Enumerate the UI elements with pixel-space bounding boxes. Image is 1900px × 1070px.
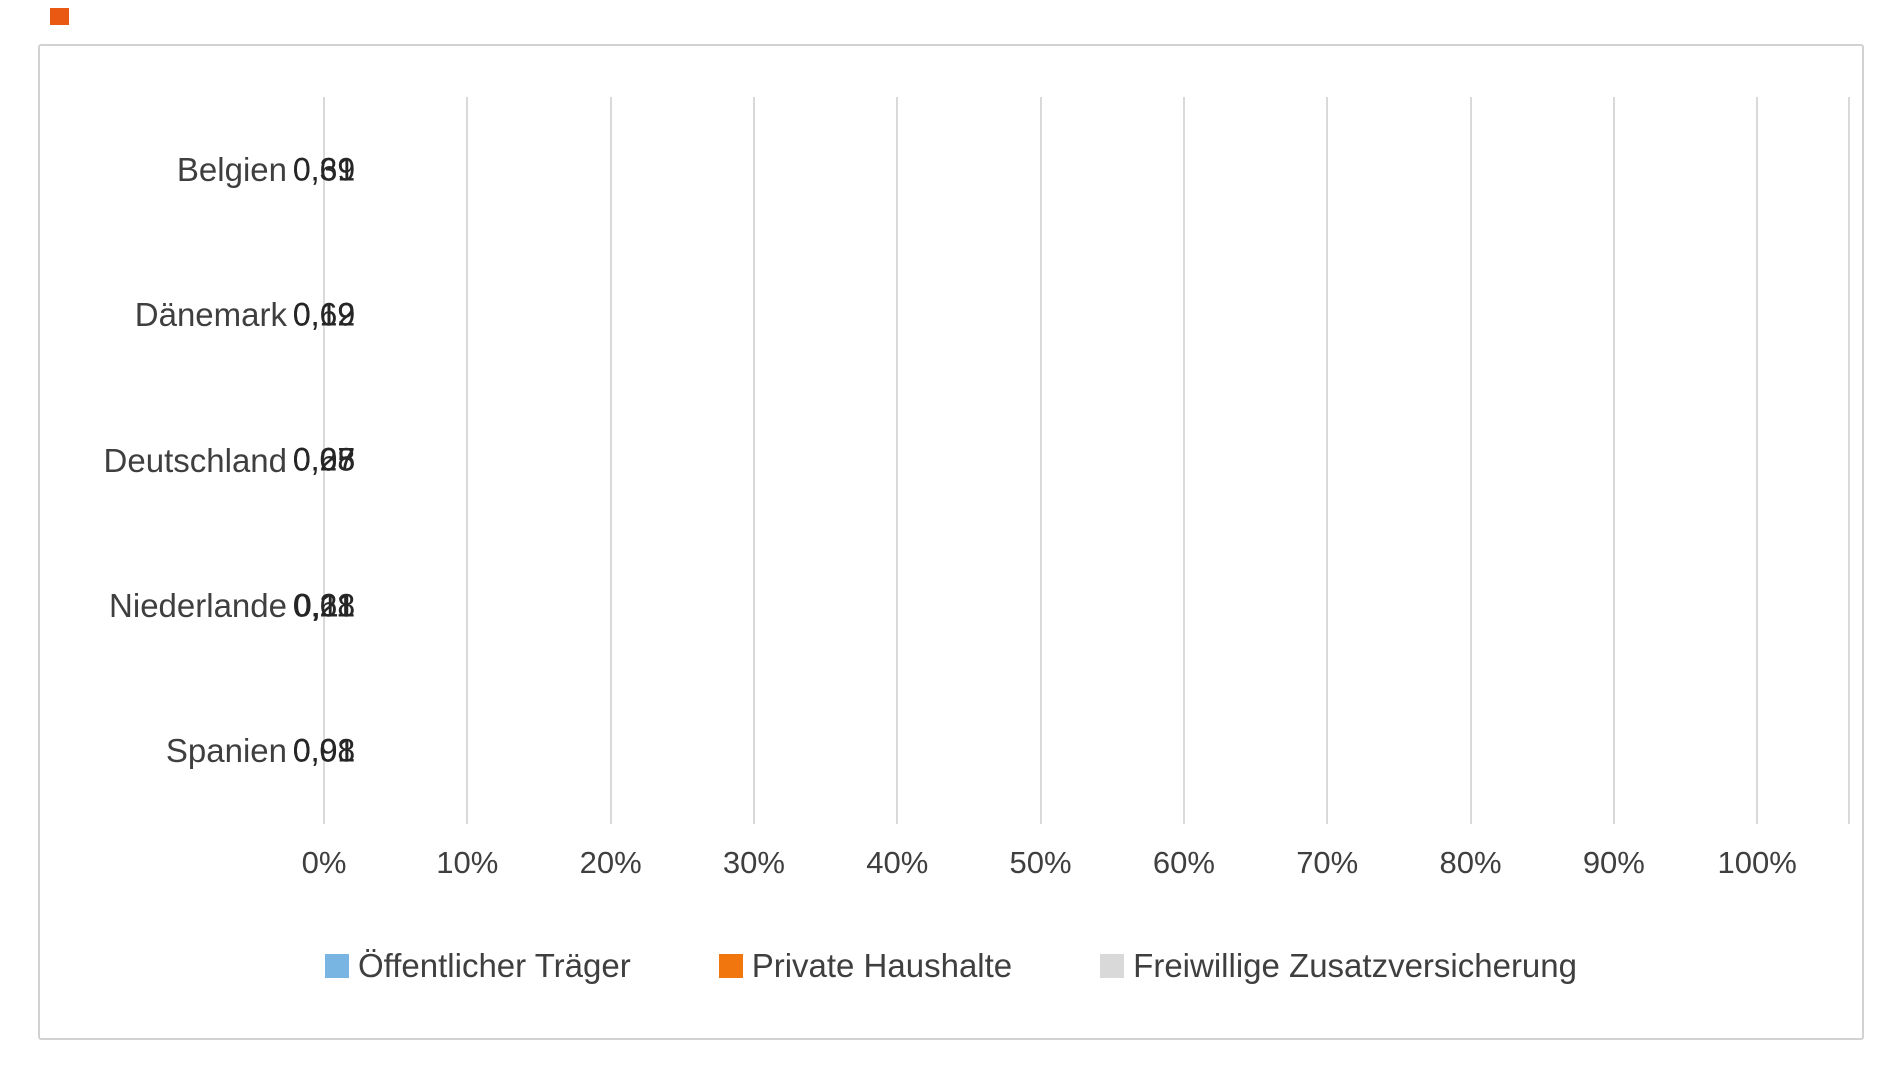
gridline: [896, 97, 899, 824]
gridline: [752, 97, 755, 824]
category-label: Dänemark: [134, 296, 287, 334]
x-tick-label: 50%: [1009, 845, 1072, 880]
data-label: 0,61: [292, 151, 356, 188]
legend-marker-icon: [325, 954, 349, 978]
category-label: Niederlande: [109, 586, 287, 624]
legend-label: Freiwillige Zusatzversicherung: [1133, 947, 1577, 984]
x-tick-label: 30%: [722, 845, 785, 880]
data-label: 0,98: [292, 732, 356, 769]
data-label: 0,12: [292, 296, 356, 333]
data-label: 0,68: [292, 441, 356, 478]
chart-card: Belgien Dänemark Deutschland Niederlande Spa…: [38, 44, 1864, 1040]
category-label: Belgien: [176, 150, 287, 188]
legend-item: Private Haushalte: [718, 947, 1013, 985]
data-label: 0,01: [292, 732, 356, 769]
chart-row: 0,68 0,25 0,07: [293, 388, 1848, 533]
data-label: 0,01: [292, 732, 356, 769]
data-label: 0,69: [292, 296, 356, 333]
legend-marker-icon: [1100, 954, 1125, 978]
x-tick-label: 10%: [436, 845, 499, 880]
chart-row: 0,39 0,61: [293, 97, 1848, 242]
legend-marker-icon: [718, 954, 743, 978]
x-tick-label: 100%: [1717, 845, 1797, 880]
data-label: 0,25: [292, 441, 356, 478]
gridline: [323, 97, 325, 824]
category-label: Spanien: [165, 732, 287, 770]
x-tick-label: 70%: [1296, 845, 1359, 880]
x-tick-label: 80%: [1439, 845, 1502, 880]
corner-marker: [50, 8, 69, 25]
x-tick-label: 40%: [866, 845, 929, 880]
data-label: 0,11: [294, 587, 354, 624]
gridline: [1756, 97, 1759, 824]
category-axis: Belgien Dänemark Deutschland Niederlande Spa…: [52, 97, 287, 824]
x-tick-label: 60%: [1152, 845, 1215, 880]
gridline: [466, 97, 469, 824]
x-tick-label: 0%: [301, 845, 347, 880]
gridline: [1612, 97, 1615, 824]
data-label: 0,21: [292, 587, 356, 624]
data-label: 0,68: [292, 587, 356, 624]
x-tick-label: 20%: [579, 845, 642, 880]
legend: Öffentlicher Träger Private Haushalte Frei…: [40, 944, 1862, 988]
gridline: [1039, 97, 1042, 824]
data-label: 0,39: [292, 151, 356, 188]
legend-item: Öffentlicher Träger: [325, 947, 631, 985]
plot-area: 0,39 0,61 0,19 0,69 0,12 0,68 0,25 0,07 0,11 0,21…: [293, 97, 1850, 824]
gridline: [1182, 97, 1185, 824]
value-axis: 0% 10% 20% 30% 40% 50% 60% 70% 80% 90% 100%: [302, 845, 1848, 887]
chart-row: 0,19 0,69 0,12: [293, 242, 1848, 387]
legend-item: Freiwillige Zusatzversicherung: [1100, 947, 1577, 985]
x-tick-label: 90%: [1582, 845, 1645, 880]
category-label: Deutschland: [103, 441, 287, 479]
gridline: [1469, 97, 1472, 824]
gridline: [1326, 97, 1329, 824]
legend-label: Öffentlicher Träger: [358, 947, 631, 984]
chart-row: 0,11 0,21 0,68: [293, 533, 1848, 678]
legend-label: Private Haushalte: [751, 947, 1013, 984]
gridline: [609, 97, 612, 824]
data-label: 0,19: [292, 296, 356, 333]
data-label: 0,07: [292, 441, 356, 478]
chart-row: 0,01 0,98 0,01: [293, 679, 1848, 824]
